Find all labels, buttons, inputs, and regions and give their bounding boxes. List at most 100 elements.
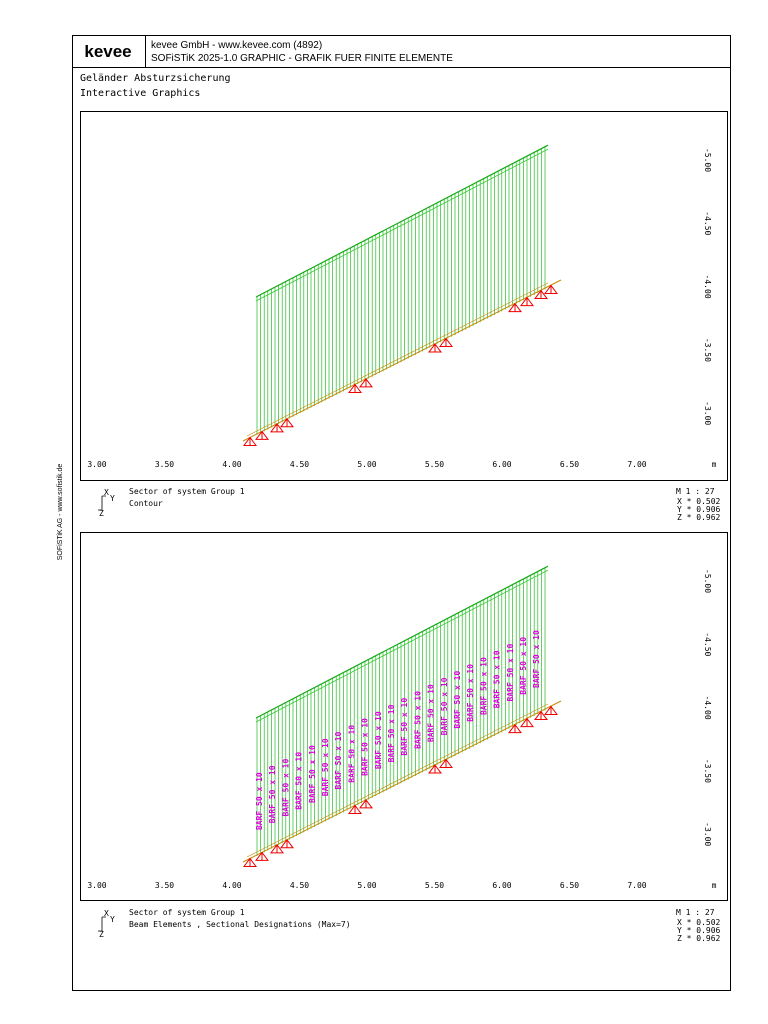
x-label: 5.00 bbox=[357, 881, 376, 890]
footer-factor: Z * 0.962 bbox=[677, 934, 721, 943]
handrail bbox=[255, 569, 549, 723]
x-label: 6.50 bbox=[560, 460, 579, 469]
x-label: 3.50 bbox=[155, 881, 174, 890]
beam-label: BARF 50 x 10 bbox=[374, 711, 383, 769]
handrail bbox=[255, 148, 549, 302]
footer-description: Contour bbox=[129, 499, 163, 508]
footer-description: Beam Elements , Sectional Designations (… bbox=[129, 920, 351, 929]
handrail bbox=[255, 144, 549, 298]
axis-x: X bbox=[104, 909, 109, 918]
logo: kevee bbox=[84, 42, 131, 61]
x-label: 3.50 bbox=[155, 460, 174, 469]
y-label: -3.00 bbox=[703, 822, 712, 846]
x-label: 5.50 bbox=[425, 460, 444, 469]
support bbox=[534, 710, 548, 721]
axis-icon bbox=[98, 495, 106, 511]
footer-sector: Sector of system Group 1 bbox=[129, 908, 245, 917]
support bbox=[428, 343, 442, 353]
beam-label: BARF 50 x 10 bbox=[361, 718, 370, 776]
support bbox=[280, 838, 294, 849]
base-line bbox=[246, 282, 549, 437]
support bbox=[280, 417, 294, 428]
side-note: SOFiSTiK AG - www.sofistik.de bbox=[57, 464, 64, 561]
footer-factor: X * 0.502 bbox=[677, 918, 721, 927]
beam-label: BARF 50 x 10 bbox=[400, 698, 409, 756]
x-label: 6.50 bbox=[560, 881, 579, 890]
support bbox=[439, 758, 453, 769]
beam-label: BARF 50 x 10 bbox=[519, 637, 528, 695]
support bbox=[359, 799, 373, 809]
axis-z: Z bbox=[99, 509, 104, 518]
x-unit: m bbox=[712, 460, 717, 469]
axis-y: Y bbox=[110, 915, 115, 924]
support bbox=[243, 857, 257, 867]
header-line: kevee GmbH - www.kevee.com (4892) bbox=[151, 40, 322, 51]
x-label: 4.50 bbox=[290, 460, 309, 469]
y-label: -5.00 bbox=[703, 569, 712, 593]
drawing-frame bbox=[80, 111, 728, 481]
base-line bbox=[242, 700, 562, 863]
header-line: SOFiSTiK 2025-1.0 GRAPHIC - GRAFIK FUER … bbox=[151, 53, 453, 64]
support bbox=[520, 296, 534, 307]
beam-label: BARF 50 x 10 bbox=[440, 677, 449, 735]
beam-label: BARF 50 x 10 bbox=[427, 684, 436, 742]
footer-scale: M 1 : 27 bbox=[676, 908, 715, 917]
support bbox=[359, 378, 373, 388]
axis-icon bbox=[98, 916, 106, 932]
support bbox=[544, 705, 558, 715]
axis-y: Y bbox=[110, 494, 115, 503]
y-label: -4.00 bbox=[703, 696, 712, 720]
beam-label: BARF 50 x 10 bbox=[321, 738, 330, 796]
support bbox=[520, 717, 534, 728]
beam-label: BARF 50 x 10 bbox=[268, 765, 277, 823]
handrail bbox=[255, 565, 549, 719]
support bbox=[348, 383, 362, 393]
y-label: -3.50 bbox=[703, 759, 712, 783]
drawing-frame bbox=[80, 532, 728, 901]
x-label: 4.00 bbox=[222, 460, 241, 469]
y-label: -4.50 bbox=[703, 211, 712, 235]
footer-factor: Z * 0.962 bbox=[677, 513, 721, 522]
x-label: 7.00 bbox=[627, 460, 646, 469]
footer-factor: X * 0.502 bbox=[677, 497, 721, 506]
beam-label: BARF 50 x 10 bbox=[479, 657, 488, 715]
x-label: 6.00 bbox=[492, 881, 511, 890]
x-label: 6.00 bbox=[492, 460, 511, 469]
support bbox=[243, 436, 257, 446]
support bbox=[255, 851, 269, 861]
support bbox=[508, 302, 522, 313]
beam-label: BARF 50 x 10 bbox=[334, 731, 343, 789]
support bbox=[348, 804, 362, 814]
beam-label: BARF 50 x 10 bbox=[466, 664, 475, 722]
support bbox=[544, 284, 558, 294]
support bbox=[270, 423, 284, 433]
beam-label: BARF 50 x 10 bbox=[453, 671, 462, 729]
x-label: 7.00 bbox=[627, 881, 646, 890]
support bbox=[428, 764, 442, 774]
title: Geländer Absturzsicherung bbox=[80, 73, 231, 84]
base-line bbox=[246, 703, 549, 858]
y-label: -4.50 bbox=[703, 632, 712, 656]
y-label: -5.00 bbox=[703, 148, 712, 172]
footer-sector: Sector of system Group 1 bbox=[129, 487, 245, 496]
support bbox=[270, 844, 284, 854]
x-label: 4.00 bbox=[222, 881, 241, 890]
beam-label: BARF 50 x 10 bbox=[295, 752, 304, 810]
support bbox=[255, 430, 269, 440]
page-frame bbox=[72, 35, 731, 991]
support bbox=[508, 723, 522, 734]
footer-scale: M 1 : 27 bbox=[676, 487, 715, 496]
x-unit: m bbox=[712, 881, 717, 890]
beam-label: BARF 50 x 10 bbox=[255, 772, 264, 830]
beam-label: BARF 50 x 10 bbox=[506, 644, 515, 702]
footer-factor: Y * 0.906 bbox=[677, 505, 721, 514]
x-label: 3.00 bbox=[87, 881, 106, 890]
beam-label: BARF 50 x 10 bbox=[387, 704, 396, 762]
subtitle: Interactive Graphics bbox=[80, 88, 200, 99]
footer-factor: Y * 0.906 bbox=[677, 926, 721, 935]
base-line bbox=[242, 279, 562, 442]
beam-label: BARF 50 x 10 bbox=[308, 745, 317, 803]
y-label: -3.00 bbox=[703, 401, 712, 425]
